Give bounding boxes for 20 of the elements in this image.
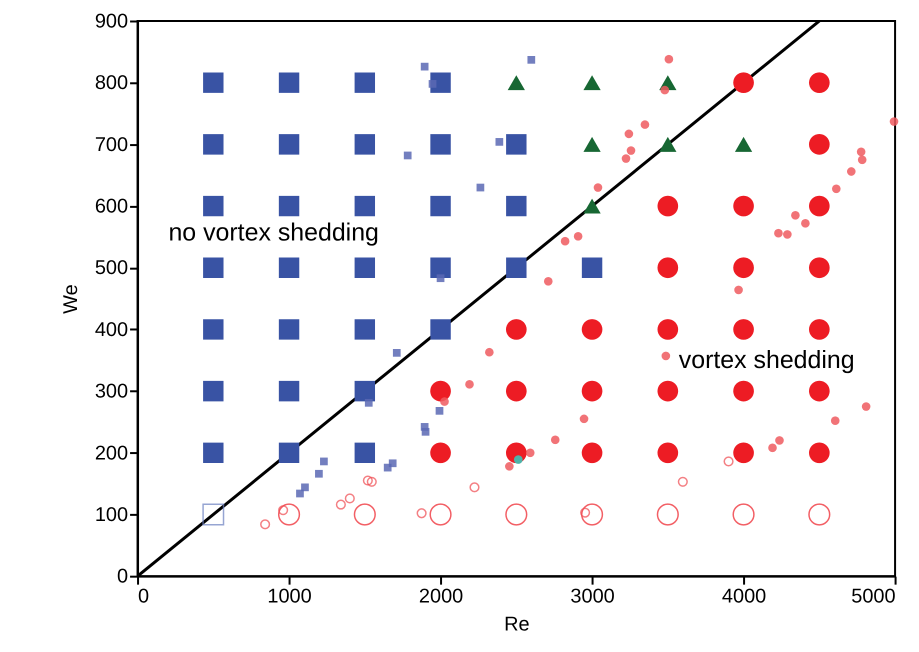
y-tick-label: 200 — [94, 442, 128, 464]
x-tick-label: 0 — [138, 586, 150, 608]
annotation: vortex shedding — [678, 346, 855, 374]
y-tick-label: 600 — [94, 196, 128, 218]
y-tick-label: 800 — [94, 72, 128, 94]
y-tick-label: 300 — [94, 380, 128, 403]
x-tick-label: 1000 — [267, 586, 312, 608]
y-axis-title: We — [60, 284, 82, 314]
y-tick-label: 900 — [94, 10, 128, 32]
x-tick-label: 2000 — [418, 586, 464, 608]
x-axis-title: Re — [504, 613, 530, 636]
y-tick-label: 400 — [94, 318, 128, 341]
y-tick-label: 0 — [116, 566, 128, 588]
x-tick-label: 3000 — [570, 586, 615, 608]
y-tick-label: 100 — [94, 504, 128, 526]
annotation: no vortex shedding — [168, 218, 379, 246]
y-tick-label: 500 — [94, 257, 128, 280]
y-tick-label: 700 — [94, 134, 128, 156]
x-tick-label: 4000 — [722, 586, 766, 608]
x-tick-label: 5000 — [851, 586, 896, 608]
